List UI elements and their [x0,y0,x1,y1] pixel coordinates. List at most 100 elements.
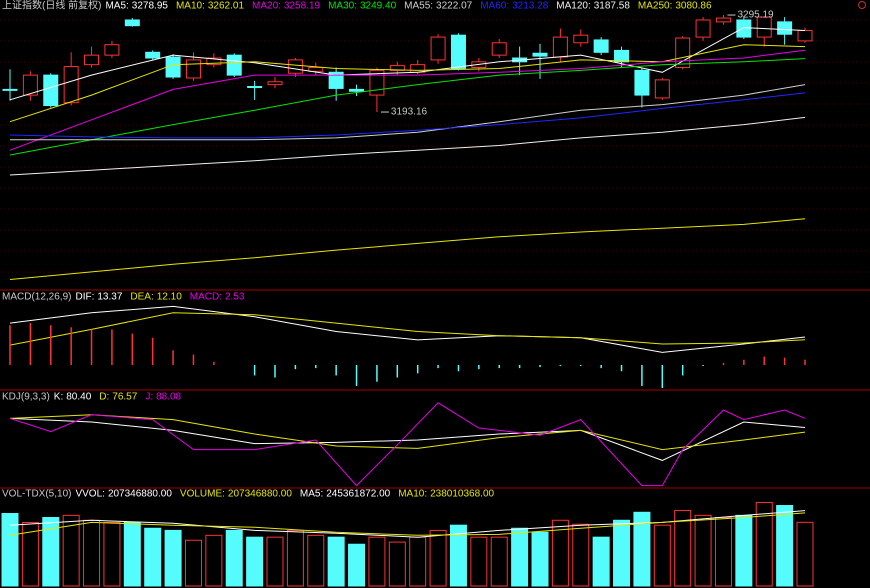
candle-body [2,88,18,91]
indicator-line [9,49,806,151]
legend-value: 76.57 [112,392,137,403]
volume-bar [470,536,488,587]
legend-value: 245361872.00 [326,489,390,500]
indicator-line [9,27,806,101]
candle-body [145,51,161,59]
legend-value: 3262.01 [208,1,245,12]
volume-bar [307,534,325,587]
legend-name: MA30: [328,1,357,12]
legend-value: 3222.07 [436,1,473,12]
panel-title: VOL-TDX(5,10) [2,489,71,500]
candle-body [491,42,507,56]
volume-bar [348,543,366,587]
volume-bar [633,511,651,587]
volume-bar [551,519,569,587]
volume-bar [429,529,447,587]
candle-body [349,88,365,92]
panel-title: KDJ(9,3,3) [2,392,50,403]
legend-value: 2.53 [225,292,245,303]
indicator-line [9,312,806,346]
volume-bar [184,539,202,587]
volume-bar [714,517,732,587]
volume-bar [572,523,590,587]
volume-bar [776,505,794,587]
legend-value: 3080.86 [675,1,712,12]
legend-value: 3258.19 [284,1,321,12]
candle-body [593,39,609,53]
legend-value: 3213.28 [512,1,549,12]
candle-body [797,29,813,42]
volume-bar [286,529,304,587]
indicator-line [9,58,806,156]
legend-name: MA10: [176,1,205,12]
volume-bar [123,521,141,587]
candle-body [450,34,466,69]
indicator-line [10,84,806,141]
candle-body [185,59,201,79]
indicator-line [9,510,806,538]
indicator-line [9,512,806,536]
legend-value: 238010368.00 [430,489,494,500]
candle-body [247,86,263,89]
volume-bar [62,514,80,587]
panel-title: 上证指数(日线 前复权) [2,0,101,12]
legend-name: D: [99,392,109,403]
legend-name: K: [54,392,63,403]
legend-value: 12.10 [157,292,182,303]
indicator-line [9,402,806,487]
legend-name: MA10: [398,489,427,500]
volume-bar [531,531,549,587]
volume-bar [205,534,223,587]
candle-body [206,57,222,66]
panel-title: MACD(12,26,9) [2,292,71,303]
corner-icon [858,1,866,9]
indicator-line [9,44,806,123]
legend-value: 13.37 [97,292,122,303]
candle-body [695,19,711,38]
volume-bar [83,519,101,587]
volume-bar [144,527,162,587]
volume-bar [674,509,692,587]
candle-body [410,64,426,73]
legend-value: 88.08 [156,392,181,403]
volume-bar [511,527,529,587]
legend-name: VVOL: [75,489,104,500]
candle-body [287,59,303,74]
legend-name: DEA: [130,292,153,303]
volume-bar [735,514,753,587]
candle-body [43,74,59,107]
candle-body [430,36,446,61]
candle-body [104,44,120,56]
volume-bar [266,536,284,587]
candle-body [328,71,344,89]
indicator-line [9,92,806,139]
indicator-line [9,218,806,280]
volume-bar [694,514,712,587]
legend-name: MA60: [480,1,509,12]
volume-bar [327,536,345,587]
volume-bar [164,529,182,587]
volume-bar [103,521,121,587]
legend-name: MA5: [300,489,323,500]
volume-bar [21,521,39,587]
indicator-line [9,417,806,461]
legend-name: MA5: [105,1,128,12]
price-annotation: 3295.19 [737,10,774,21]
legend-value: 207346880.00 [108,489,172,500]
indicator-line [9,414,806,451]
volume-bar [796,521,814,587]
candle-body [777,21,793,35]
candle-body [532,52,548,57]
candle-body [124,19,140,27]
legend-name: MA120: [556,1,590,12]
candle-body [84,54,100,66]
price-annotation: 3193.16 [391,107,428,118]
candle-body [63,66,79,104]
candle-body [573,34,589,44]
candle-body [756,16,772,38]
legend-name: MA55: [404,1,433,12]
volume-bar [592,536,610,587]
legend-name: MA20: [252,1,281,12]
volume-bar [653,524,671,587]
